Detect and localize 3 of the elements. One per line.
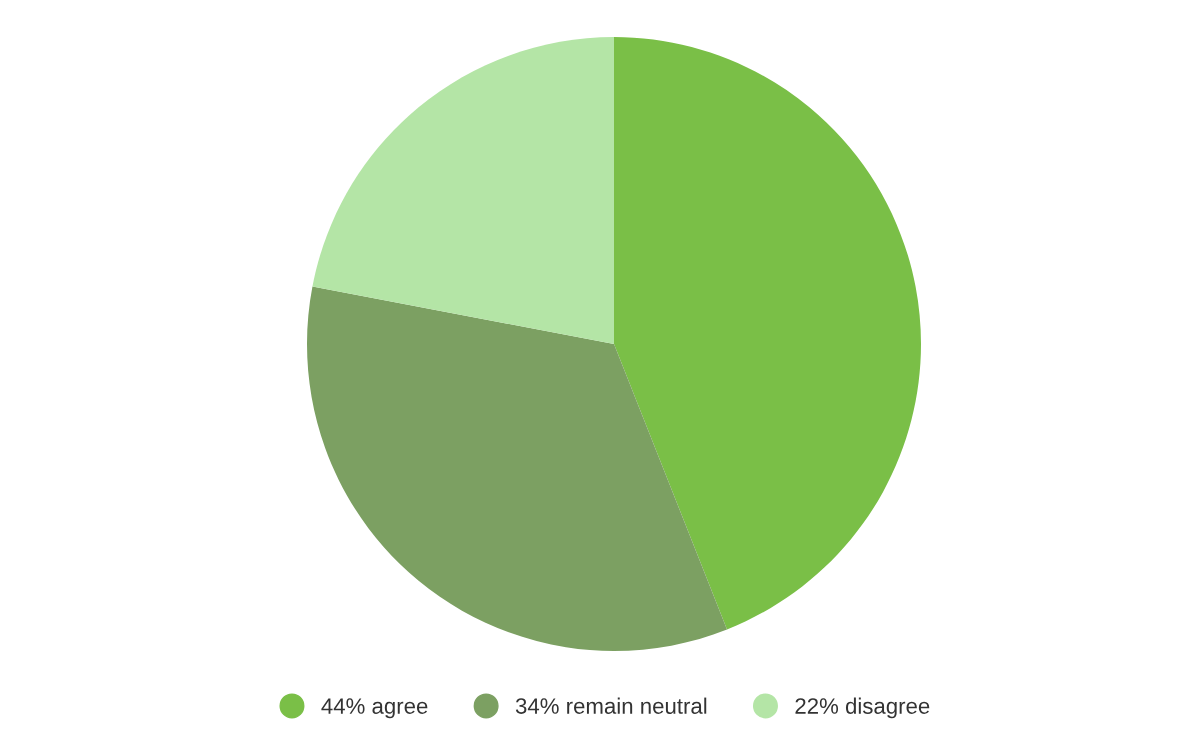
- legend-label: 22% disagree: [795, 697, 930, 719]
- legend-label: 34% remain neutral: [515, 697, 707, 714]
- legend-label: 44% agree: [321, 698, 428, 719]
